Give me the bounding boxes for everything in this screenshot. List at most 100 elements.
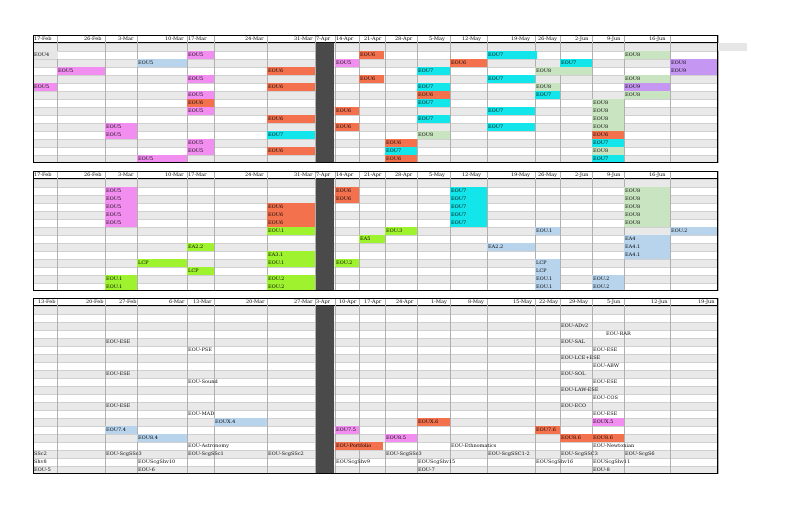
- timetable-cell[interactable]: EOU7: [450, 219, 487, 227]
- timetable-cell[interactable]: EOU6: [267, 115, 315, 123]
- timetable-cell[interactable]: EOU7: [535, 91, 560, 99]
- timetable-cell[interactable]: EOU5: [105, 219, 137, 227]
- timetable-cell[interactable]: EOU8: [624, 75, 670, 83]
- timetable-cell[interactable]: EOU7: [417, 115, 450, 123]
- timetable-cell[interactable]: EOU.1: [535, 275, 560, 283]
- timetable-cell[interactable]: EOU8: [624, 91, 670, 99]
- timetable-cell[interactable]: EOUScgShv16: [536, 459, 574, 465]
- timetable-cell[interactable]: EOU8: [592, 147, 624, 155]
- timetable-cell[interactable]: EOU.1: [535, 283, 560, 291]
- timetable-cell[interactable]: EOU-ScgSSc3: [386, 451, 422, 457]
- timetable-cell[interactable]: EOU8: [624, 203, 670, 211]
- timetable-cell[interactable]: EOUScgShv15: [418, 459, 456, 465]
- timetable-cell[interactable]: EOU5: [105, 187, 137, 195]
- timetable-cell[interactable]: LCP: [137, 259, 187, 267]
- timetable-cell[interactable]: LCP: [187, 267, 214, 275]
- timetable-cell[interactable]: EOU-LCE+ESE: [561, 355, 601, 361]
- timetable-cell[interactable]: EA2.2: [487, 243, 535, 251]
- timetable-cell[interactable]: EOU8: [592, 107, 624, 115]
- timetable-cell[interactable]: EOU8: [592, 115, 624, 123]
- timetable-cell[interactable]: EA2.2: [187, 243, 214, 251]
- timetable-cell[interactable]: EOU8: [624, 51, 670, 59]
- timetable-cell[interactable]: EOU7: [417, 83, 450, 91]
- timetable-cell[interactable]: EOU7: [487, 51, 537, 59]
- timetable-cell[interactable]: EOU.1: [105, 283, 137, 291]
- timetable-cell[interactable]: EOU6: [417, 91, 450, 99]
- timetable-cell[interactable]: EOU-ADv2: [561, 323, 589, 329]
- timetable-cell[interactable]: EOU8: [624, 195, 670, 203]
- timetable-cell[interactable]: EOU8: [670, 59, 718, 67]
- timetable-cell[interactable]: EOU7: [487, 107, 535, 115]
- timetable-cell[interactable]: EOU6: [385, 155, 417, 163]
- timetable-cell[interactable]: EA4: [624, 235, 670, 243]
- timetable-cell[interactable]: EOU-MAD: [188, 411, 215, 417]
- timetable-cell[interactable]: EA4.1: [624, 243, 670, 251]
- timetable-cell[interactable]: EOU8.5: [385, 434, 417, 442]
- timetable-cell[interactable]: EOU7: [267, 131, 315, 139]
- timetable-cell[interactable]: EOU7.4: [105, 426, 137, 434]
- timetable-cell[interactable]: SSc2: [34, 451, 47, 457]
- timetable-cell[interactable]: EOU.1: [535, 227, 560, 235]
- timetable-cell[interactable]: EOU6: [335, 187, 359, 195]
- timetable-cell[interactable]: EOU-ESE: [106, 339, 131, 345]
- timetable-cell[interactable]: EOU-PSE: [188, 347, 213, 353]
- timetable-cell[interactable]: EOU5: [57, 67, 105, 75]
- timetable-cell[interactable]: EOU-COS: [593, 395, 618, 401]
- timetable-cell[interactable]: EOUScgShv9: [336, 459, 371, 465]
- timetable-cell[interactable]: EOU-ScgSSc3: [106, 451, 142, 457]
- timetable-cell[interactable]: EOU-SOL: [561, 371, 586, 377]
- timetable-cell[interactable]: EOU7.6: [535, 426, 560, 434]
- timetable-cell[interactable]: EOU6: [267, 203, 315, 211]
- timetable-cell[interactable]: EOU-7: [418, 467, 435, 473]
- timetable-cell[interactable]: EOU9: [624, 83, 670, 91]
- timetable-cell[interactable]: EOU-6: [138, 467, 155, 473]
- timetable-cell[interactable]: EOU7: [450, 187, 487, 195]
- timetable-cell[interactable]: EOU7: [450, 195, 487, 203]
- timetable-cell[interactable]: EOU5: [137, 59, 187, 67]
- timetable-cell[interactable]: EOUScgShv10: [138, 459, 176, 465]
- timetable-cell[interactable]: EOU7: [592, 139, 624, 147]
- timetable-cell[interactable]: EOU-Sound: [188, 379, 218, 385]
- timetable-cell[interactable]: EOU5: [187, 107, 214, 115]
- timetable-cell[interactable]: EOUX.5: [592, 418, 624, 426]
- timetable-cell[interactable]: EOU5: [105, 211, 137, 219]
- timetable-cell[interactable]: EOUX.4: [214, 418, 267, 426]
- timetable-cell[interactable]: EOU5: [137, 155, 187, 163]
- timetable-cell[interactable]: EOUX.6: [417, 418, 450, 426]
- timetable-cell[interactable]: EOU-SAL: [561, 339, 585, 345]
- timetable-cell[interactable]: EA4.1: [624, 251, 670, 259]
- timetable-cell[interactable]: EOU6: [267, 147, 315, 155]
- timetable-cell[interactable]: EOU6: [592, 131, 624, 139]
- timetable-cell[interactable]: EOU-ESE: [593, 379, 618, 385]
- timetable-cell[interactable]: EOU-ScgSSC1-2: [488, 451, 530, 457]
- timetable-cell[interactable]: EOU7: [450, 211, 487, 219]
- timetable-cell[interactable]: EOU.2: [592, 275, 624, 283]
- timetable-cell[interactable]: EOU9: [670, 67, 718, 75]
- timetable-cell[interactable]: EOU8: [624, 211, 670, 219]
- timetable-cell[interactable]: EOU5: [187, 75, 214, 83]
- timetable-cell[interactable]: EOU6: [335, 107, 359, 115]
- timetable-cell[interactable]: EOU-ECO: [561, 403, 587, 409]
- timetable-cell[interactable]: EOU-ESE: [593, 347, 618, 353]
- timetable-cell[interactable]: EOU8: [592, 123, 624, 131]
- timetable-cell[interactable]: EOU6: [267, 211, 315, 219]
- timetable-cell[interactable]: Shv8: [34, 459, 47, 465]
- timetable-cell[interactable]: EOU.2: [335, 259, 359, 267]
- timetable-cell[interactable]: EOU-ESE: [106, 371, 131, 377]
- timetable-cell[interactable]: EOU5: [105, 123, 137, 131]
- timetable-cell[interactable]: EOU8.6: [560, 434, 592, 442]
- timetable-cell[interactable]: EOU7: [450, 203, 487, 211]
- timetable-cell[interactable]: EOU-ESE: [593, 411, 618, 417]
- timetable-cell[interactable]: EOU.2: [267, 283, 315, 291]
- timetable-cell[interactable]: EOU8: [535, 83, 560, 91]
- timetable-cell[interactable]: EOU8: [624, 187, 670, 195]
- timetable-cell[interactable]: EOU5: [187, 91, 214, 99]
- timetable-cell[interactable]: EOU7: [560, 59, 592, 67]
- timetable-cell[interactable]: EOU-ScgSSc2: [268, 451, 304, 457]
- timetable-cell[interactable]: EOU6: [385, 139, 417, 147]
- timetable-cell[interactable]: EOU7.5: [335, 426, 359, 434]
- timetable-cell[interactable]: EOU-Portfolio: [335, 442, 383, 450]
- timetable-cell[interactable]: EOU5: [105, 203, 137, 211]
- timetable-cell[interactable]: EOU7: [592, 155, 624, 163]
- timetable-cell[interactable]: EA5: [359, 235, 385, 243]
